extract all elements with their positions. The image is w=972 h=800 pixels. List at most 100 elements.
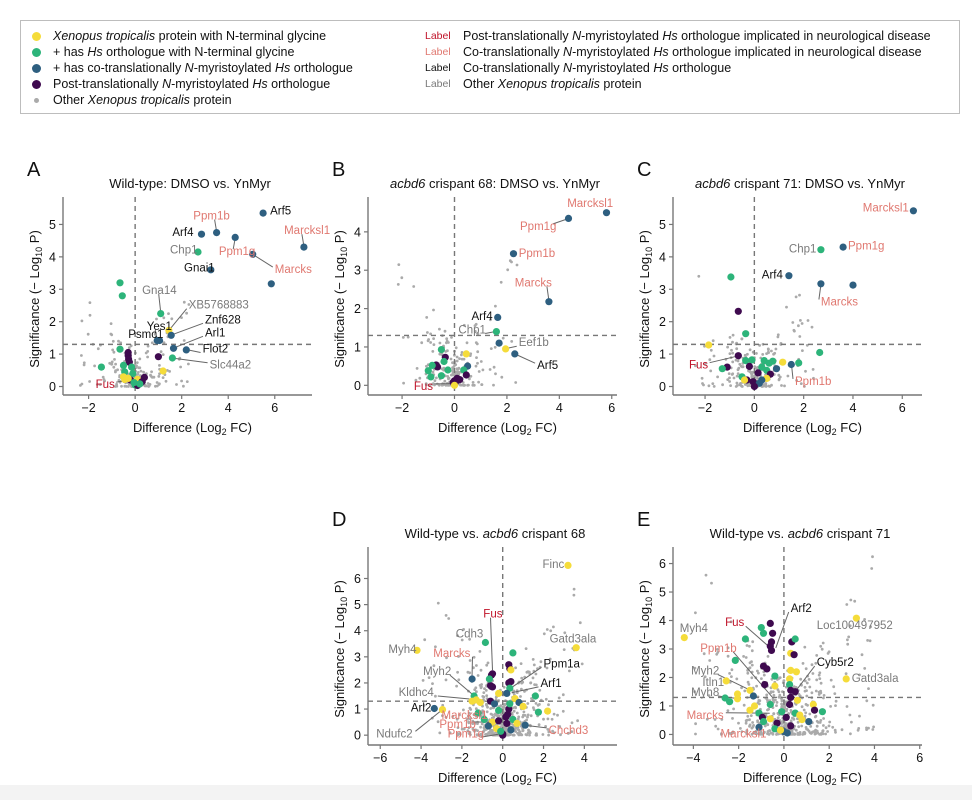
other-protein-point [512,733,516,737]
other-protein-point [751,725,755,729]
other-protein-point [412,285,416,288]
other-protein-point [833,692,837,695]
other-protein-point [114,369,117,372]
other-protein-point [558,725,562,728]
other-protein-point [474,707,478,711]
other-protein-point [803,732,806,735]
other-protein-point [727,732,731,735]
protein-point-purple [790,651,798,659]
legend-item-label: + has co-translationally N-myristoylated… [53,61,353,75]
other-protein-point [170,317,174,321]
other-protein-point [494,712,497,716]
other-protein-point [803,714,807,718]
protein-point-green [727,273,735,281]
other-protein-point [546,717,550,721]
other-protein-point [743,689,747,693]
other-protein-point [432,664,436,668]
other-protein-point [519,662,523,665]
other-protein-point [484,689,488,692]
other-protein-point [847,635,851,639]
other-protein-point [768,385,772,388]
highlighted-points [413,561,580,739]
x-tick-label: −6 [373,751,387,765]
other-protein-point [849,732,852,736]
other-protein-point [803,645,807,649]
protein-label: Psmc1 [128,329,163,341]
other-protein-point [96,347,100,351]
other-protein-point [728,376,731,380]
other-protein-point [150,341,154,345]
other-protein-point [487,731,491,735]
other-protein-point [748,718,751,722]
legend-label-categories: Label Post-translationally N-myristoylate… [425,28,931,92]
protein-point-purple [787,722,795,730]
protein-point-purple [761,681,769,689]
other-protein-point [113,358,116,361]
other-protein-point [460,357,464,361]
protein-point-green [119,361,128,369]
protein-label: Arf4 [762,270,784,282]
panel-letter: D [332,509,347,531]
other-protein-point [136,371,140,374]
other-protein-point [136,373,140,376]
label-leader-line [490,617,493,671]
other-protein-point [479,668,483,672]
other-protein-point [162,316,166,320]
protein-point-blue [749,692,757,700]
label-leader-line [717,674,749,690]
protein-point-yellow [809,700,817,709]
protein-point-green [492,328,500,336]
protein-label: Znf628 [205,314,241,326]
other-protein-point [444,678,448,682]
other-protein-point [826,730,829,733]
other-protein-point [784,700,787,704]
other-protein-point [455,355,459,359]
other-protein-point [447,376,451,380]
protein-label: Marcksl1 [442,710,488,722]
protein-label: Marcks [275,264,312,276]
other-protein-point [521,729,525,733]
other-protein-point [526,715,529,719]
other-protein-point [783,384,786,388]
protein-point-yellow [502,345,510,353]
x-tick-label: 2 [800,401,807,415]
other-protein-point [180,316,183,319]
other-protein-point [811,730,814,734]
protein-point-green [480,715,488,724]
other-protein-point [441,714,444,717]
other-protein-point [827,724,831,728]
protein-label: Ppm1b [519,248,555,260]
other-protein-point [466,714,470,718]
other-protein-point [162,341,166,345]
other-protein-point [775,701,779,704]
y-tick-label: 1 [659,348,666,362]
label-leader-line [709,355,737,364]
other-protein-point [776,333,780,337]
other-protein-point [168,370,172,373]
other-protein-point [485,663,489,667]
y-axis-label: Significance (− Log10 P) [27,230,44,368]
label-leader-line [480,733,502,738]
other-protein-point [720,718,724,721]
other-protein-point [768,729,771,732]
x-tick-label: 4 [556,401,563,415]
protein-point-green [509,649,517,657]
protein-point-blue [817,280,825,288]
other-protein-point [454,346,458,350]
highlighted-points [97,209,308,390]
other-protein-point [483,687,486,690]
other-protein-point [796,733,800,736]
other-protein-point [511,706,515,710]
other-protein-point [182,300,186,304]
y-tick-label: 4 [354,624,361,638]
protein-label: Cyb5r2 [817,657,854,669]
other-protein-point [866,639,869,642]
x-tick-label: 4 [871,751,878,765]
protein-point-purple [769,629,777,637]
legend-item-label: Post-translationally N-myristoylated Hs … [53,77,331,91]
x-tick-label: 0 [751,401,758,415]
other-protein-point [438,731,442,735]
protein-label: Ppm1b [439,719,475,731]
other-protein-point [457,678,461,682]
protein-point-green [534,708,542,716]
